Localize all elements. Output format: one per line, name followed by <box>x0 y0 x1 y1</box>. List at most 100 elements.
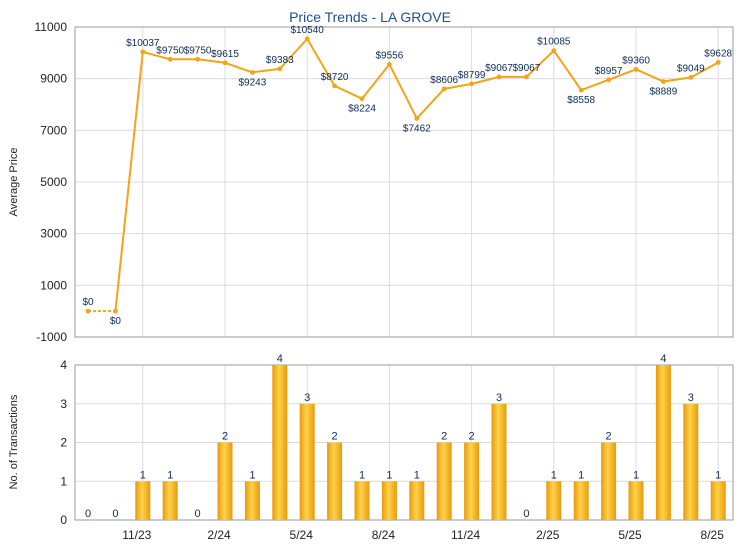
price-data-label: $8720 <box>321 72 349 83</box>
transactions-data-label: 1 <box>633 469 639 481</box>
price-point <box>250 69 255 75</box>
price-point <box>551 48 557 54</box>
transactions-data-label: 3 <box>688 392 694 404</box>
x-tick-label: 5/25 <box>618 528 642 542</box>
price-point <box>359 96 365 102</box>
price-data-label: $9049 <box>677 63 705 74</box>
transactions-bar <box>272 365 288 520</box>
transactions-data-label: 0 <box>195 508 201 520</box>
price-tick-label: 7000 <box>40 123 67 137</box>
price-point <box>524 74 529 80</box>
transactions-bar <box>409 481 425 520</box>
price-data-label: $8889 <box>649 87 677 98</box>
transactions-plot-frame <box>74 364 734 521</box>
transactions-data-label: 1 <box>578 469 584 481</box>
transactions-bar <box>573 481 589 520</box>
transactions-bar <box>628 481 644 520</box>
price-point <box>606 77 611 83</box>
transactions-data-label: 2 <box>222 431 228 443</box>
price-data-label: $0 <box>82 297 94 308</box>
transactions-bar <box>381 481 397 520</box>
price-point <box>496 74 502 80</box>
x-tick-label: 11/23 <box>122 528 151 542</box>
price-data-label: $9750 <box>184 45 212 56</box>
x-tick-label: 11/24 <box>451 528 480 542</box>
x-tick-label: 8/25 <box>701 528 725 542</box>
price-point <box>387 61 392 67</box>
transactions-bar <box>217 442 233 520</box>
x-tick-label: 2/24 <box>207 528 231 542</box>
x-tick-label: 8/24 <box>372 528 396 542</box>
price-data-label: $9243 <box>238 77 266 88</box>
price-point <box>304 36 310 42</box>
price-data-label: $9615 <box>211 49 239 60</box>
transactions-bar <box>546 481 562 520</box>
transactions-data-label: 2 <box>441 431 447 443</box>
price-point <box>85 308 91 314</box>
transactions-data-label: 1 <box>167 469 173 481</box>
transactions-data-label: 2 <box>332 431 338 443</box>
price-data-label: $9628 <box>704 48 732 59</box>
price-data-label: $8224 <box>348 104 376 115</box>
price-point <box>469 81 474 87</box>
price-tick-label: 9000 <box>40 72 67 86</box>
transactions-data-label: 0 <box>112 508 118 520</box>
price-axis-title: Average Price <box>8 148 20 217</box>
price-point <box>633 66 639 72</box>
transactions-data-label: 4 <box>660 353 666 365</box>
transactions-bar <box>244 481 260 520</box>
transactions-bar <box>327 442 343 520</box>
transactions-bar <box>354 481 370 520</box>
price-tick-label: 11000 <box>35 20 68 34</box>
transactions-bar <box>683 403 699 520</box>
price-point <box>688 75 694 80</box>
price-point <box>222 60 228 66</box>
price-data-label: $8957 <box>595 66 623 77</box>
transactions-data-label: 0 <box>85 508 91 520</box>
transactions-data-label: 1 <box>359 469 365 481</box>
price-panel: -1000 1000 3000 5000 7000 9000 11000 $0 $0 $10037… <box>35 20 734 344</box>
transactions-panel: 0 1 2 3 4 0 0 1 1 0 2 1 4 3 2 1 1 1 2 2 3 0 1 1 2 1 4 3 1 <box>60 353 734 527</box>
transactions-bar <box>655 365 671 520</box>
price-data-label: $8606 <box>430 75 458 86</box>
price-data-label: $9067 <box>512 63 540 74</box>
chart-title: Price Trends - LA GROVE <box>289 9 451 25</box>
price-point <box>332 83 337 89</box>
price-point <box>167 56 173 62</box>
transactions-bar <box>601 442 617 520</box>
transactions-tick-label: 4 <box>60 358 67 372</box>
price-plot-frame <box>74 26 734 338</box>
price-data-label: $9750 <box>156 45 184 56</box>
price-data-label: $10037 <box>126 38 160 49</box>
transactions-data-label: 0 <box>523 508 529 520</box>
transactions-bar <box>436 442 452 520</box>
price-point <box>277 66 283 72</box>
transactions-data-label: 1 <box>715 469 721 481</box>
price-point <box>113 308 118 314</box>
price-point <box>661 79 666 84</box>
price-data-label: $9556 <box>375 50 403 61</box>
price-tick-label: -1000 <box>36 330 67 344</box>
price-point <box>140 49 146 55</box>
x-tick-label: 5/24 <box>290 528 314 542</box>
price-data-label: $8799 <box>458 70 486 81</box>
transactions-data-label: 3 <box>304 392 310 404</box>
transactions-bar <box>135 481 151 520</box>
price-point <box>414 115 420 121</box>
price-tick-label: 1000 <box>40 278 67 292</box>
x-axis-ticks: 11/23 2/24 5/24 8/24 11/24 2/25 5/25 8/25 <box>122 528 724 542</box>
price-series-line <box>114 37 719 312</box>
transactions-data-label: 3 <box>496 392 502 404</box>
price-tick-label: 5000 <box>40 175 67 189</box>
price-data-label: $7462 <box>403 123 431 134</box>
x-tick-label: 2/25 <box>536 528 560 542</box>
price-data-label: $10540 <box>291 25 325 36</box>
price-tick-label: 3000 <box>40 227 67 241</box>
transactions-data-label: 1 <box>140 469 146 481</box>
price-data-label: $0 <box>110 316 122 327</box>
transactions-bar <box>162 481 178 520</box>
price-data-label: $9383 <box>266 55 294 66</box>
transactions-bar <box>491 403 507 520</box>
